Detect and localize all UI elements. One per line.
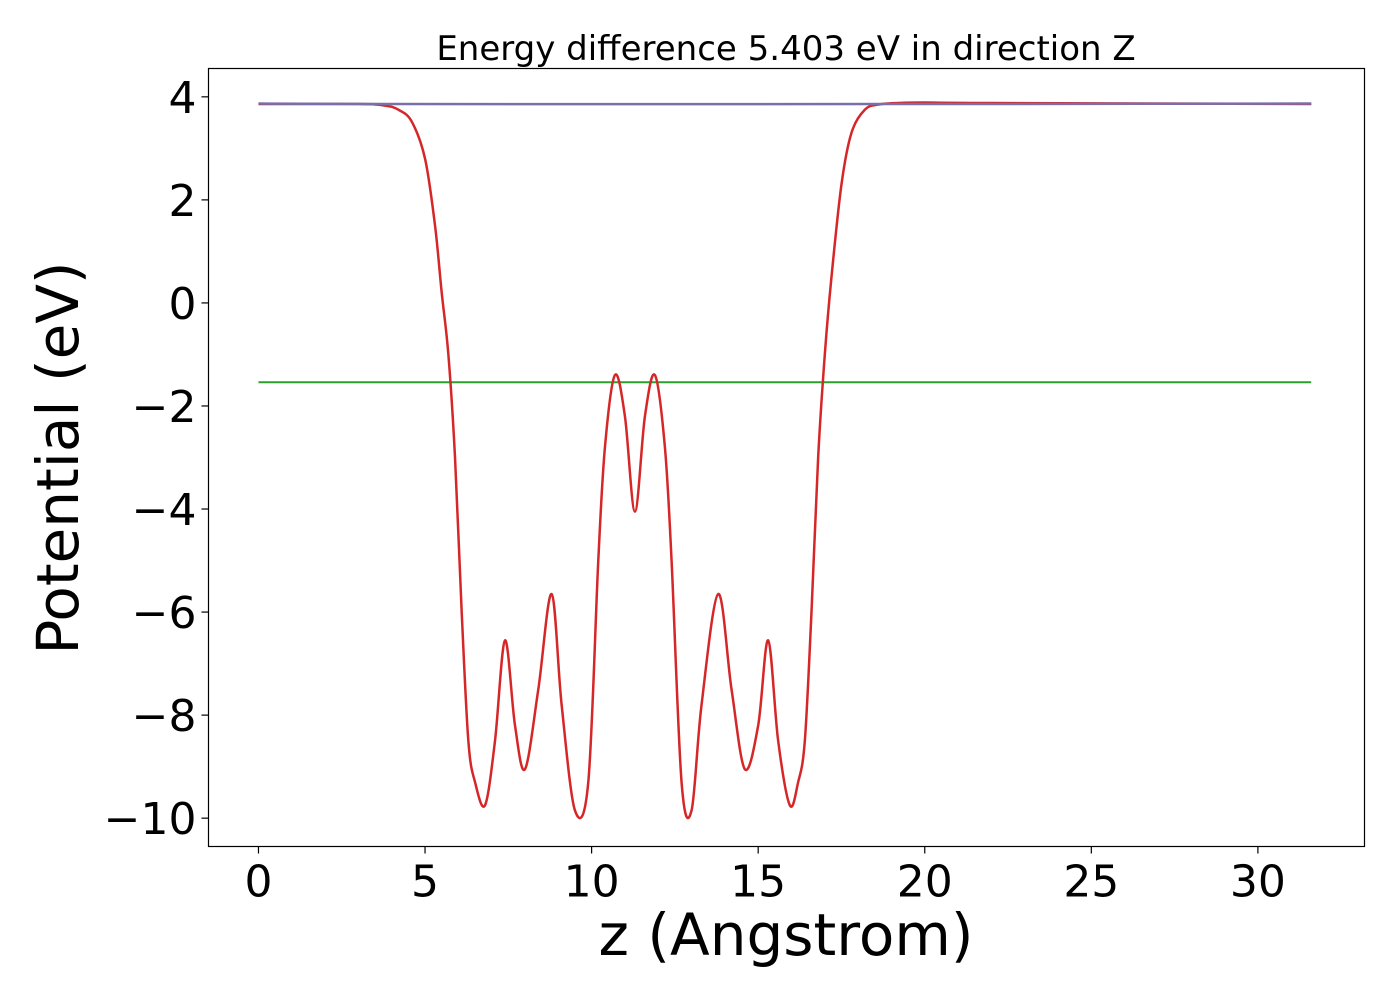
y-tick-label: 2: [169, 176, 197, 227]
x-tick-label: 30: [1230, 857, 1286, 908]
x-tick-label: 5: [411, 857, 439, 908]
y-tick-label: 4: [169, 73, 197, 124]
chart-title: Energy difference 5.403 eV in direction …: [436, 29, 1135, 69]
y-tick-label: 0: [169, 279, 197, 330]
x-tick-label: 20: [897, 857, 953, 908]
y-tick-label: −2: [132, 382, 197, 433]
x-axis-label: z (Angstrom): [599, 901, 974, 969]
series-average-line: [258, 102, 1312, 106]
y-tick-label: −4: [132, 485, 197, 536]
series-layer: [258, 101, 1312, 820]
x-tick-label: 10: [564, 857, 620, 908]
x-tick-label: 25: [1063, 857, 1119, 908]
y-axis-label: Potential (eV): [24, 261, 92, 654]
x-tick-label: 0: [244, 857, 272, 908]
x-axis-ticks: 0 5 10 15 20 25 30: [244, 846, 1286, 908]
plot-frame: [207, 67, 1366, 848]
y-tick-label: −10: [104, 794, 197, 845]
y-axis-ticks: 4 2 0 −2 −4 −6 −8 −10: [104, 73, 209, 845]
series-potential-line: [258, 101, 1312, 820]
x-tick-label: 15: [730, 857, 786, 908]
y-tick-label: −6: [132, 588, 197, 639]
y-tick-label: −8: [132, 691, 197, 742]
